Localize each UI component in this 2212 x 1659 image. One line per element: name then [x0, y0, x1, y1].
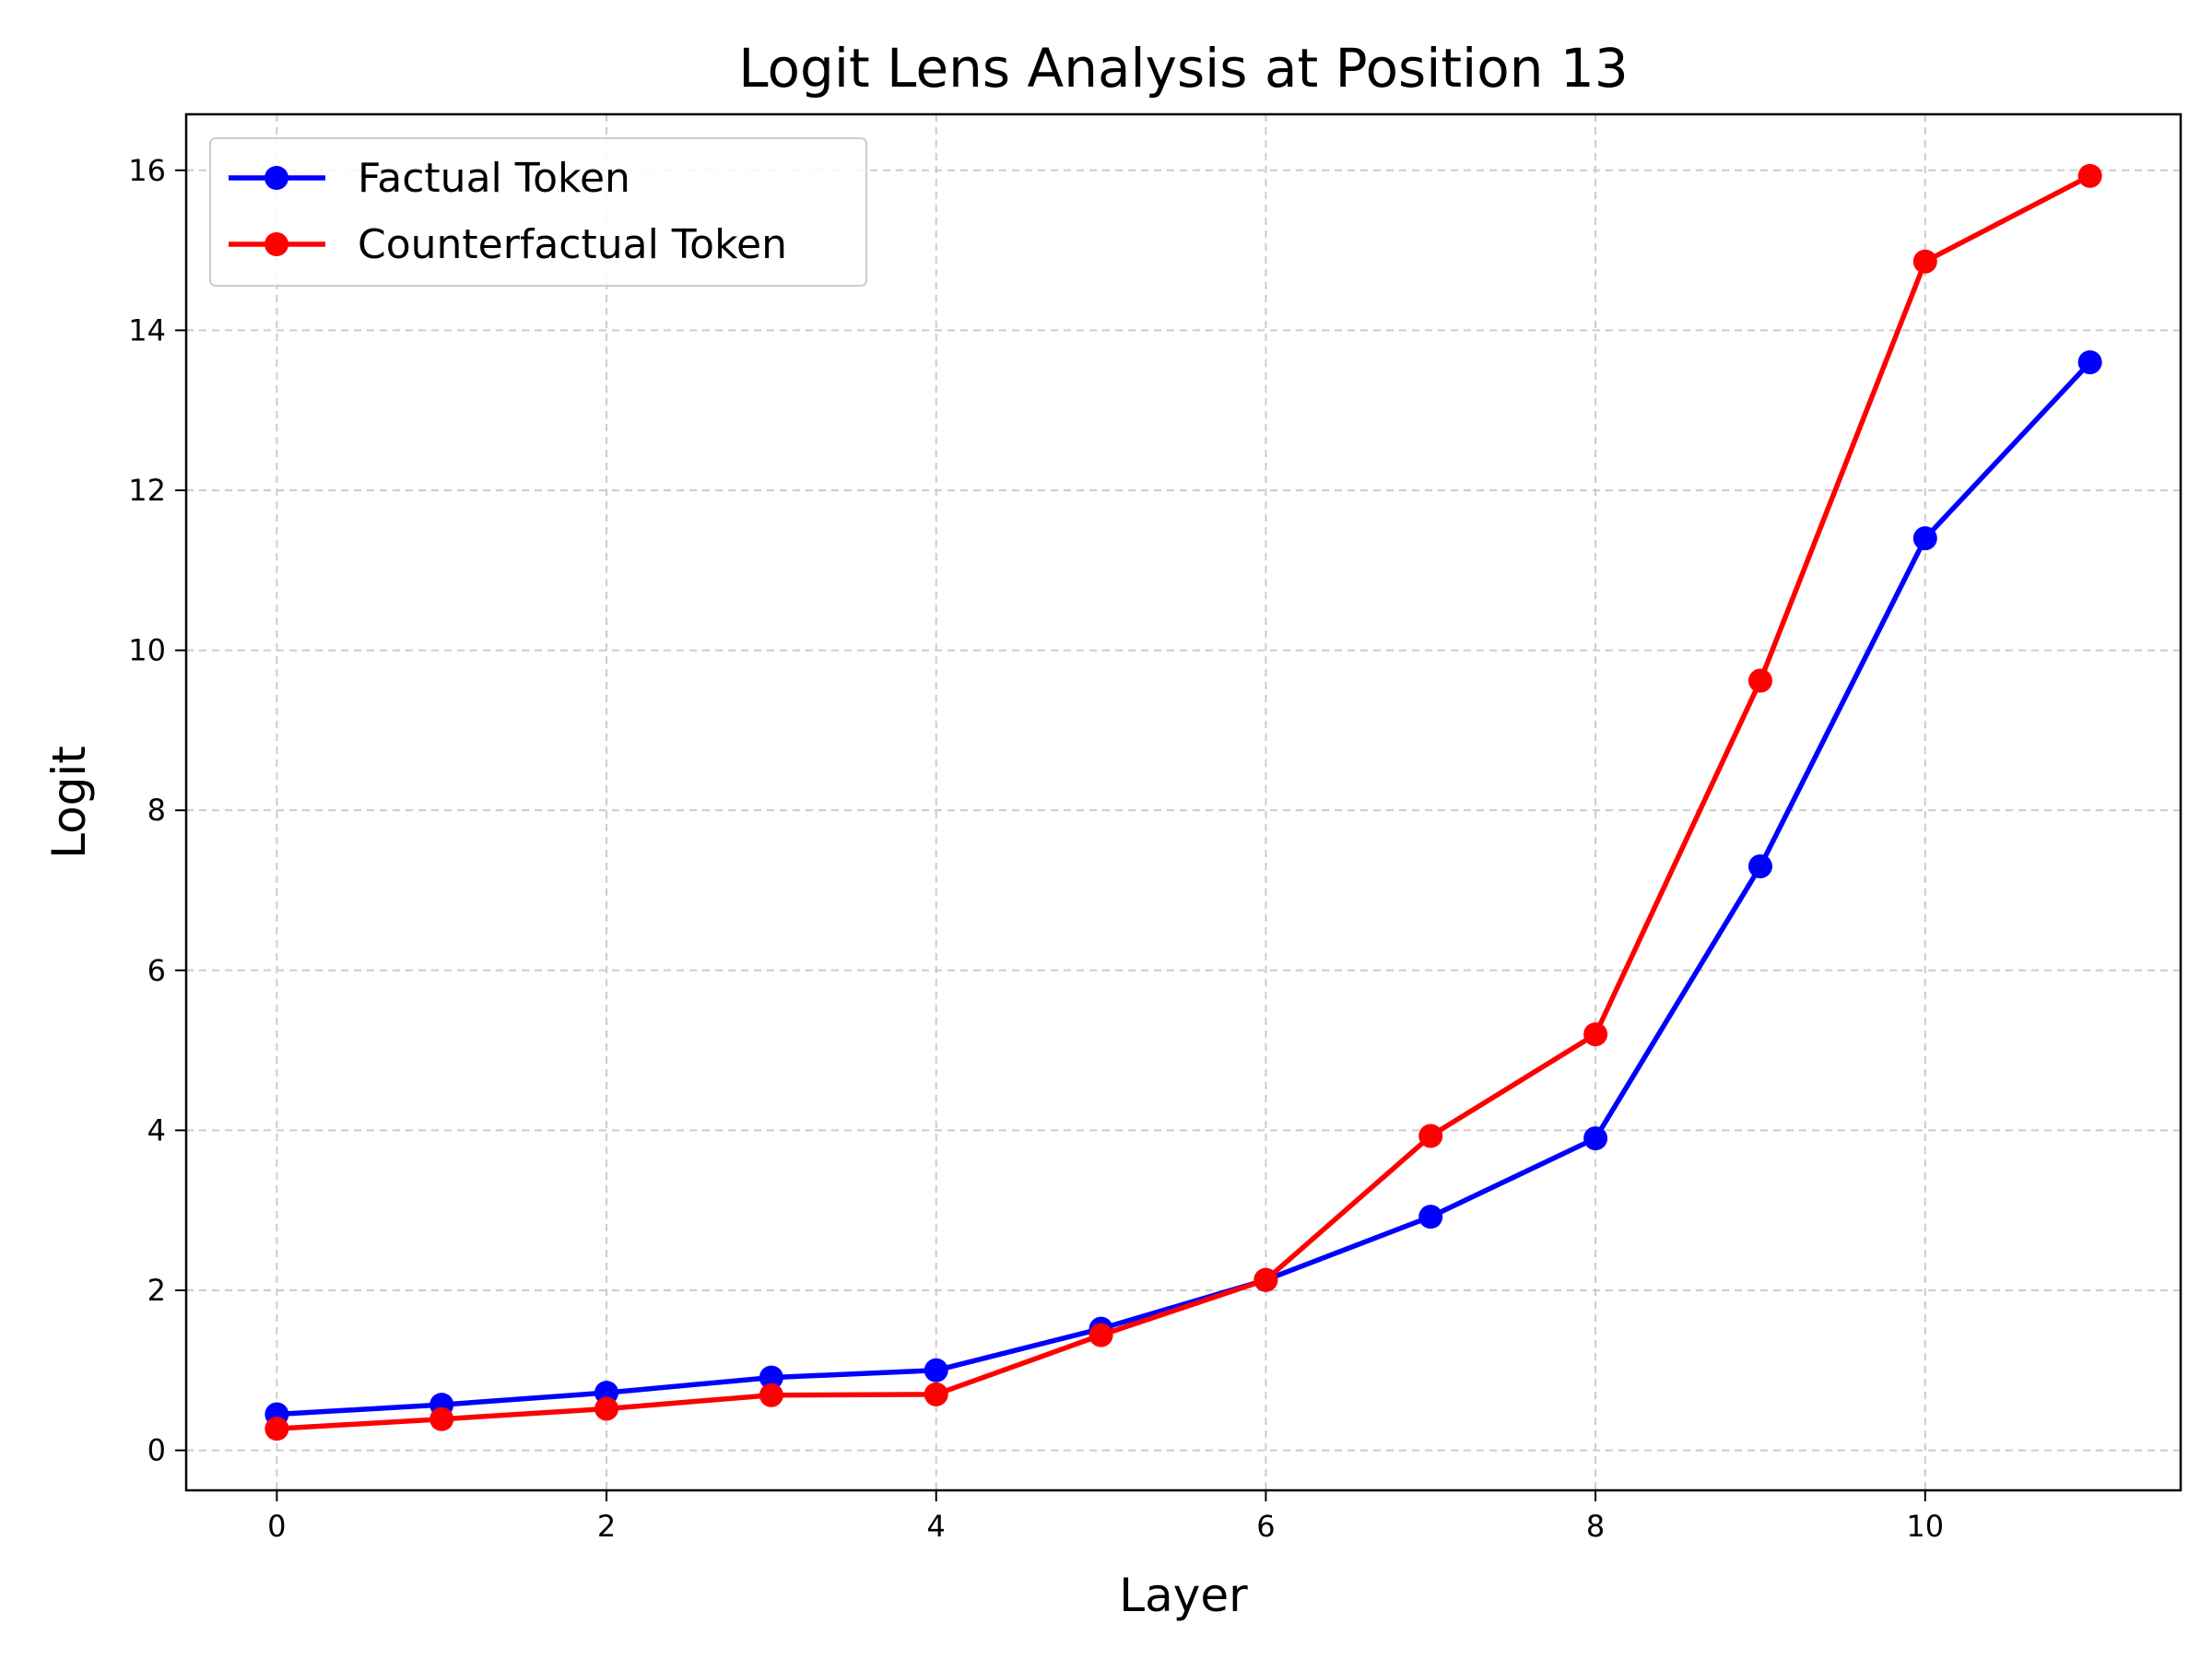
legend-label: Factual Token	[358, 155, 630, 202]
legend-label: Counterfactual Token	[358, 221, 787, 268]
x-tick-label: 2	[597, 1509, 616, 1544]
y-tick-label: 10	[128, 633, 166, 668]
y-tick-label: 14	[128, 312, 166, 347]
legend-item: Factual Token	[229, 155, 630, 202]
data-point	[1747, 853, 1772, 878]
y-tick-label: 4	[147, 1112, 166, 1147]
data-point	[2077, 163, 2102, 188]
series-group	[265, 163, 2102, 1441]
y-tick-label: 16	[128, 153, 166, 188]
y-tick-label: 12	[128, 473, 166, 508]
x-axis-label: Layer	[1119, 1569, 1248, 1622]
data-point	[1583, 1126, 1608, 1151]
series-line	[274, 173, 2093, 1431]
y-tick-label: 6	[147, 953, 166, 988]
x-tick-label: 6	[1256, 1509, 1275, 1544]
legend: Factual Token Counterfactual Token	[209, 137, 867, 287]
data-point	[594, 1396, 619, 1421]
legend-item: Counterfactual Token	[229, 221, 787, 268]
x-axis-ticks: 0 2 4 6 8 10	[267, 1490, 1944, 1544]
grid-lines	[186, 114, 2181, 1490]
data-point	[2077, 350, 2102, 375]
data-point	[429, 1406, 454, 1431]
y-axis-label: Logit	[42, 746, 96, 859]
y-tick-label: 2	[147, 1273, 166, 1308]
plot-area-frame	[184, 112, 2183, 1492]
x-tick-label: 10	[1906, 1509, 1944, 1544]
y-tick-label: 8	[147, 793, 166, 828]
data-point	[759, 1365, 783, 1390]
data-point	[1912, 249, 1937, 274]
data-point	[924, 1382, 948, 1406]
data-point	[1418, 1205, 1443, 1230]
legend-box	[209, 137, 867, 287]
chart-title: Logit Lens Analysis at Position 13	[738, 37, 1628, 100]
data-point	[1912, 526, 1937, 551]
series-line	[274, 359, 2093, 1418]
data-point	[924, 1358, 948, 1382]
legend-items: Factual Token Counterfactual Token	[229, 155, 787, 268]
series-2	[265, 163, 2102, 1441]
y-axis-ticks: 0 2 4 6 8 10 12 14 16	[128, 153, 186, 1468]
data-point	[1088, 1323, 1113, 1347]
x-tick-label: 0	[267, 1509, 286, 1544]
data-point	[1418, 1124, 1443, 1148]
legend-marker	[265, 232, 288, 256]
data-point	[265, 1417, 289, 1441]
x-tick-label: 4	[927, 1509, 946, 1544]
data-point	[759, 1382, 783, 1407]
data-point	[1747, 668, 1772, 693]
data-point	[1583, 1022, 1608, 1047]
x-tick-label: 8	[1586, 1509, 1605, 1544]
y-tick-label: 0	[147, 1433, 166, 1468]
data-point	[1253, 1267, 1278, 1292]
legend-marker	[265, 166, 288, 190]
